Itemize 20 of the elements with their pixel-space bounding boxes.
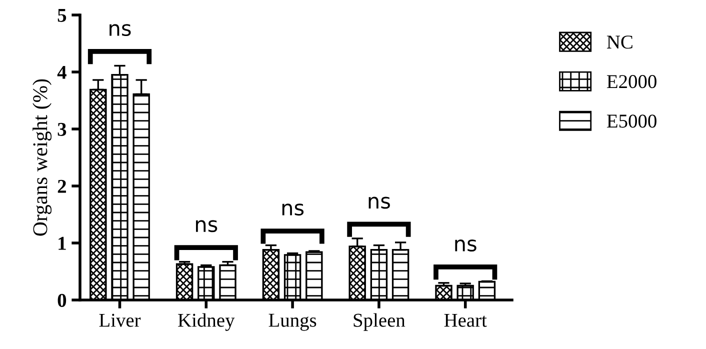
y-tick-label: 0 — [58, 294, 66, 307]
x-tick-label: Kidney — [178, 313, 235, 331]
y-tick-label: 3 — [58, 122, 66, 136]
legend-label: E2000 — [606, 75, 656, 88]
y-tick-label: 2 — [58, 180, 66, 193]
x-tick-label: Heart — [444, 314, 487, 327]
annotation: ns — [282, 204, 304, 216]
x-tick-label: Liver — [99, 314, 141, 327]
y-tick-label: 5 — [58, 9, 66, 22]
annotation: ns — [368, 196, 390, 209]
legend-label: E5000 — [606, 114, 656, 128]
y-axis-title: Organs weight (%) — [32, 79, 52, 236]
x-tick-label: Lungs — [268, 314, 316, 331]
legend-label: NC — [606, 36, 632, 49]
y-tick-label: 4 — [57, 66, 66, 79]
annotation: ns — [455, 240, 476, 252]
y-tick-label: 1 — [58, 236, 66, 250]
annotation: ns — [110, 24, 131, 36]
x-tick-label: Spleen — [354, 313, 406, 331]
annotation: ns — [196, 220, 218, 232]
